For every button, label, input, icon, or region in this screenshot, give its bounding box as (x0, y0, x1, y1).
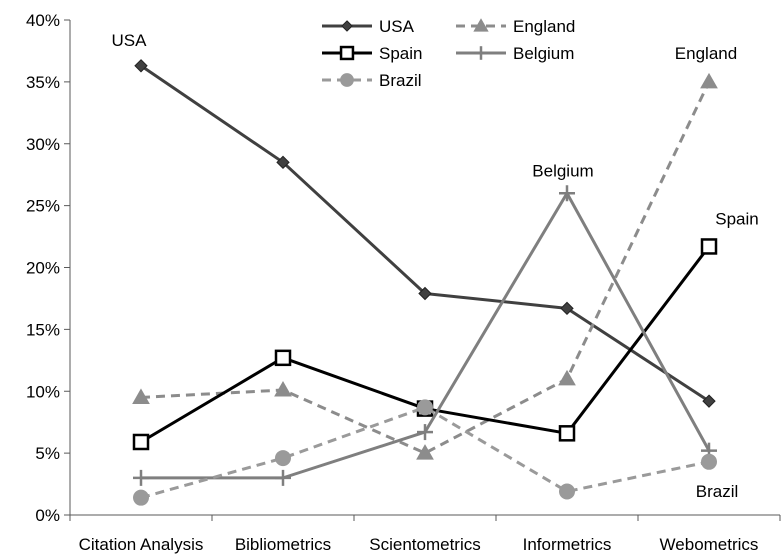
x-tick-label: Scientometrics (369, 535, 480, 554)
legend-swatch-marker (341, 20, 353, 32)
y-tick-label: 30% (26, 135, 60, 154)
data-point-usa (276, 155, 290, 170)
series-line-england (140, 81, 711, 455)
data-point-usa (560, 301, 574, 316)
y-tick-label: 35% (26, 73, 60, 92)
legend-item-belgium: Belgium (456, 44, 574, 63)
axes: 0% 5% 10% 15% 20% 25% 30% 35% 40% Citation Analys… (26, 11, 781, 554)
x-tick-label: Bibliometrics (235, 535, 331, 554)
x-tick-label: Informetrics (523, 535, 612, 554)
data-point-brazil (133, 489, 149, 506)
series-spain (132, 238, 718, 451)
data-point-belgium (275, 469, 291, 486)
data-point-spain (274, 349, 292, 367)
y-tick-label: 5% (35, 444, 60, 463)
data-point-brazil (417, 399, 433, 416)
legend-label: Belgium (513, 44, 574, 63)
data-point-brazil (275, 450, 291, 467)
legend-swatch-marker (340, 73, 354, 87)
annotation-label: Spain (715, 209, 758, 228)
x-tick-label: Citation Analysis (79, 535, 204, 554)
annotation-label: Brazil (696, 482, 739, 501)
series-brazil (133, 399, 717, 506)
series-belgium (133, 185, 717, 486)
legend: USA England Spain Belgium Brazil (322, 17, 575, 90)
annotation-layer: USA England Belgium Spain Brazil (112, 31, 759, 501)
x-tick-label: Webometrics (660, 535, 759, 554)
data-point-spain (132, 433, 150, 451)
series-layer (132, 59, 718, 506)
y-tick-label: 0% (35, 506, 60, 525)
data-point-england (132, 388, 150, 404)
data-point-england (274, 381, 292, 397)
legend-swatch-marker (474, 46, 488, 60)
annotation-label: USA (112, 31, 148, 50)
data-point-usa (702, 394, 716, 408)
legend-item-england: England (456, 17, 575, 36)
y-tick-label: 10% (26, 382, 60, 401)
legend-label: USA (379, 17, 415, 36)
annotation-label: England (675, 44, 737, 63)
series-usa (134, 59, 716, 408)
data-point-belgium (133, 469, 149, 486)
data-point-usa (134, 59, 148, 73)
data-point-england (416, 444, 434, 460)
data-point-spain (558, 425, 576, 442)
legend-label: England (513, 17, 575, 36)
data-point-brazil (701, 453, 717, 470)
legend-item-spain: Spain (322, 44, 422, 63)
legend-label: Spain (379, 44, 422, 63)
y-tick-label: 15% (26, 320, 60, 339)
legend-item-brazil: Brazil (322, 71, 422, 90)
data-point-england (558, 369, 576, 386)
data-point-belgium (417, 424, 433, 441)
data-point-spain (700, 238, 718, 255)
data-point-belgium (559, 185, 575, 202)
y-tick-label: 20% (26, 259, 60, 278)
data-point-england (700, 72, 718, 89)
series-line-brazil (140, 405, 710, 500)
data-point-brazil (559, 483, 575, 500)
legend-swatch-marker (473, 18, 489, 32)
series-england (132, 72, 718, 460)
legend-label: Brazil (379, 71, 422, 90)
legend-item-usa: USA (322, 17, 415, 36)
annotation-label: Belgium (532, 161, 593, 180)
y-tick-label: 40% (26, 11, 60, 30)
y-tick-label: 25% (26, 197, 60, 216)
legend-swatch-marker (339, 45, 355, 61)
data-point-usa (418, 286, 432, 301)
series-line-usa (140, 64, 710, 403)
